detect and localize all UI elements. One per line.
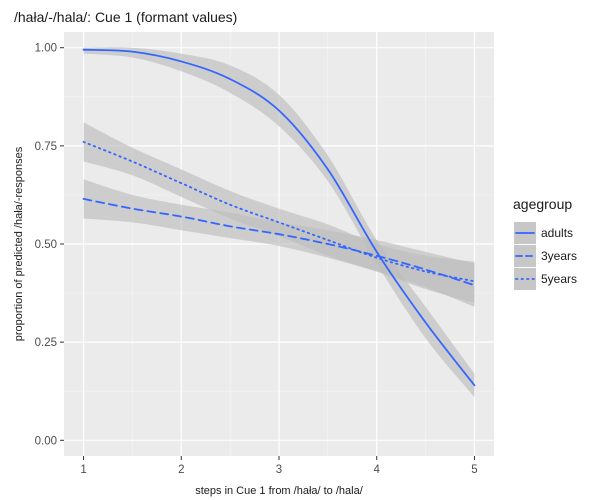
legend-label-3years: 3years	[541, 249, 577, 263]
ribbon-3years	[83, 179, 475, 307]
series-line-3years	[82, 197, 476, 287]
y-tick-label: 0.00	[35, 435, 57, 447]
x-tick-label: 4	[374, 464, 381, 476]
y-tick-label: 1.00	[35, 43, 57, 55]
y-axis-title: proportion of predicted /hała/-responses	[13, 146, 25, 341]
legend-key-3years	[514, 245, 536, 267]
x-tick-label: 3	[276, 464, 282, 476]
x-tick-label: 1	[80, 464, 86, 476]
x-axis: 1 2 3 4 5	[80, 456, 478, 476]
series-line-5years	[82, 141, 476, 283]
legend-title: agegroup	[513, 196, 572, 212]
legend-label-5years: 5years	[541, 272, 577, 286]
y-tick-label: 0.25	[35, 337, 57, 349]
x-tick-label: 5	[471, 464, 477, 476]
y-axis: 0.00 0.25 0.50 0.75 1.00	[35, 43, 64, 447]
x-axis-title: steps in Cue 1 from /hała/ to /hala/	[195, 485, 363, 497]
x-tick-label: 2	[178, 464, 184, 476]
series-lines	[82, 48, 476, 387]
legend-label-adults: adults	[541, 226, 573, 240]
legend-key-5years	[514, 268, 536, 290]
ribbon-adults	[83, 47, 475, 398]
y-tick-label: 0.50	[35, 239, 57, 251]
legend: agegroup adults 3years 5years	[513, 196, 577, 290]
series-line-adults	[82, 48, 476, 387]
chart-title: /hała/-/hala/: Cue 1 (formant values)	[14, 9, 237, 25]
y-tick-label: 0.75	[35, 141, 57, 153]
